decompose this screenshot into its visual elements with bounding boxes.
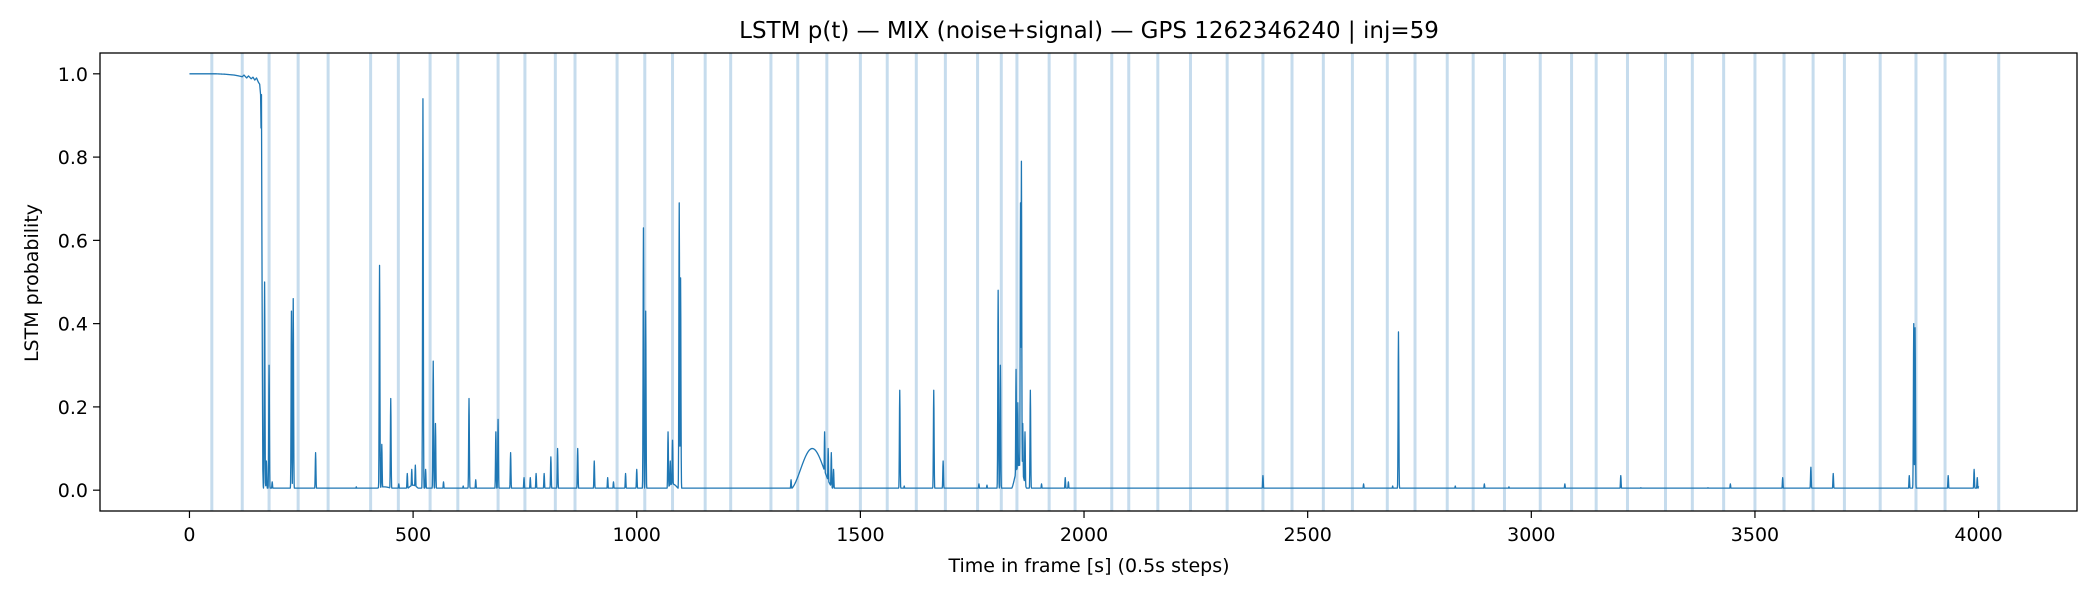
- x-tick-label: 0: [183, 524, 195, 546]
- injection-band: [1782, 53, 1786, 511]
- injection-band: [671, 53, 675, 511]
- injection-band: [1321, 53, 1325, 511]
- injection-band: [885, 53, 889, 511]
- injection-band: [1811, 53, 1815, 511]
- y-axis-title: LSTM probability: [21, 204, 43, 362]
- x-tick-label: 2000: [1060, 524, 1108, 546]
- injection-band: [1110, 53, 1114, 511]
- injection-band: [1722, 53, 1726, 511]
- x-tick-label: 1500: [836, 524, 884, 546]
- plot-frame: [99, 52, 2078, 512]
- injection-band: [1753, 53, 1757, 511]
- injection-band: [1445, 53, 1449, 511]
- injection-band: [1690, 53, 1694, 511]
- injection-band: [1878, 53, 1882, 511]
- injection-band: [796, 53, 800, 511]
- injection-band: [643, 53, 647, 511]
- y-tick-label: 0.4: [58, 314, 88, 336]
- injection-band: [1261, 53, 1265, 511]
- injection-band: [1350, 53, 1354, 511]
- injection-band: [326, 53, 330, 511]
- injection-band: [1502, 53, 1506, 511]
- injection-band: [296, 53, 300, 511]
- injection-band: [1127, 53, 1131, 511]
- injection-band: [496, 53, 500, 511]
- injection-band: [1047, 53, 1051, 511]
- injection-band: [1413, 53, 1417, 511]
- injection-band: [1570, 53, 1574, 511]
- injection-band: [1538, 53, 1542, 511]
- x-tick-label: 3500: [1731, 524, 1779, 546]
- injection-band: [1625, 53, 1629, 511]
- injection-band: [369, 53, 373, 511]
- injection-band: [1594, 53, 1598, 511]
- x-axis: 0 500 1000 1500 2000 2500 3000 3500 4000: [183, 511, 2003, 546]
- x-tick-label: 4000: [1954, 524, 2002, 546]
- injection-band: [1385, 53, 1389, 511]
- injection-band: [523, 53, 527, 511]
- injection-band: [1997, 53, 2001, 511]
- injection-band: [1225, 53, 1229, 511]
- chart-title: LSTM p(t) — MIX (noise+signal) — GPS 126…: [739, 18, 1439, 44]
- injection-band: [999, 53, 1003, 511]
- injection-band: [1914, 53, 1918, 511]
- injection-band: [428, 53, 432, 511]
- injection-band: [1842, 53, 1846, 511]
- injection-band: [1015, 53, 1019, 511]
- injection-band: [1471, 53, 1475, 511]
- injection-band: [456, 53, 460, 511]
- injection-band: [1290, 53, 1294, 511]
- injection-band: [1943, 53, 1947, 511]
- x-tick-label: 2500: [1283, 524, 1331, 546]
- x-tick-label: 500: [395, 524, 431, 546]
- injection-band: [1073, 53, 1077, 511]
- injection-band: [1188, 53, 1192, 511]
- x-axis-title: Time in frame [s] (0.5s steps): [947, 555, 1229, 577]
- x-tick-label: 3000: [1507, 524, 1555, 546]
- y-tick-label: 0.0: [58, 480, 88, 502]
- injection-band: [1663, 53, 1667, 511]
- y-axis: 0.0 0.2 0.4 0.6 0.8 1.0: [58, 64, 100, 502]
- y-tick-label: 0.8: [58, 147, 88, 169]
- injection-band: [703, 53, 707, 511]
- injection-band: [976, 53, 980, 511]
- injection-bands: [210, 53, 2001, 511]
- injection-band: [240, 53, 244, 511]
- y-tick-label: 1.0: [58, 64, 88, 86]
- injection-band: [573, 53, 577, 511]
- injection-band: [267, 53, 271, 511]
- probability-series: [189, 73, 1980, 489]
- y-tick-label: 0.2: [58, 397, 88, 419]
- injection-band: [825, 53, 829, 511]
- injection-band: [943, 53, 947, 511]
- injection-band: [769, 53, 773, 511]
- injection-band: [396, 53, 400, 511]
- x-tick-label: 1000: [613, 524, 661, 546]
- injection-band: [1156, 53, 1160, 511]
- injection-band: [858, 53, 862, 511]
- injection-band: [615, 53, 619, 511]
- injection-band: [914, 53, 918, 511]
- probability-line: [189, 73, 1980, 489]
- injection-band: [210, 53, 214, 511]
- injection-band: [553, 53, 557, 511]
- y-tick-label: 0.6: [58, 230, 88, 252]
- injection-band: [729, 53, 733, 511]
